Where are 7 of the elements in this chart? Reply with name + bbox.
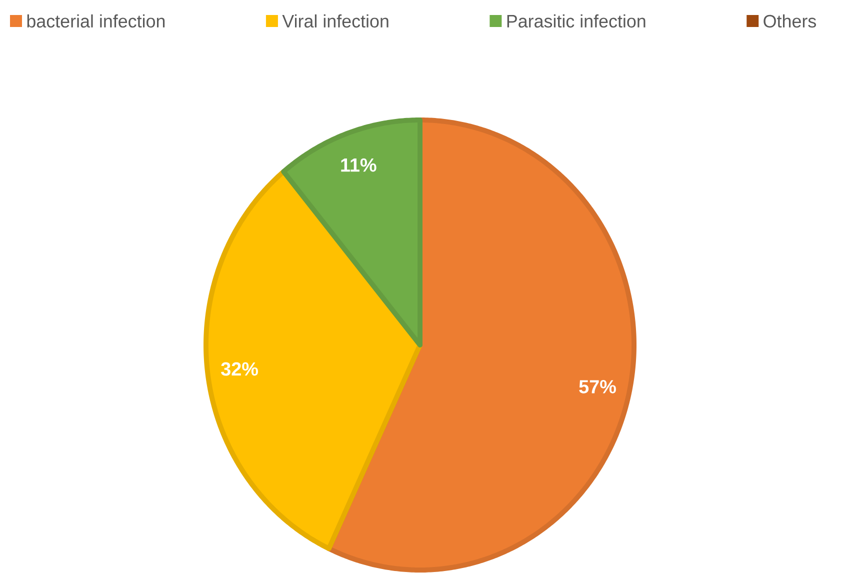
legend-label: Others: [764, 14, 816, 28]
data-label: 32%: [221, 362, 258, 376]
legend-label: Viral infection: [282, 14, 388, 28]
data-label: 57%: [579, 380, 616, 394]
legend-label: bacterial infection: [27, 14, 165, 28]
legend-label: Parasitic infection: [507, 14, 646, 28]
data-label: 11%: [341, 158, 376, 172]
